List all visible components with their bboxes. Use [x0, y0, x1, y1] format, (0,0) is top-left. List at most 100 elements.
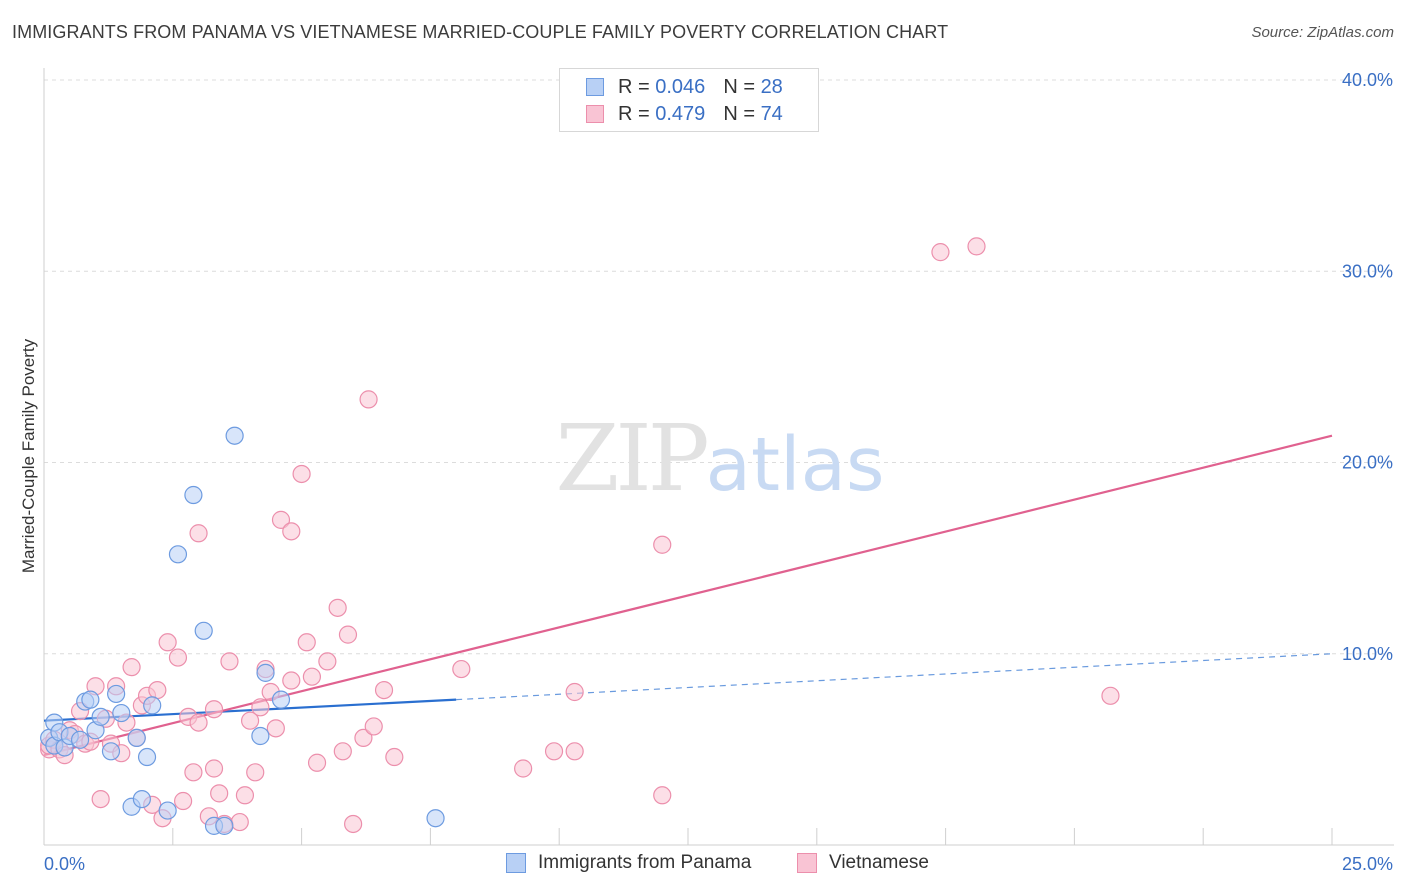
y-tick-label: 30.0%	[1342, 261, 1393, 281]
legend-row-vietnamese: R = 0.479 N = 74	[586, 102, 783, 126]
r-label: R =	[618, 102, 650, 125]
panama-point	[127, 728, 146, 748]
panama-point	[81, 690, 100, 709]
panama-point	[194, 621, 213, 640]
legend-row-panama: R = 0.046 N = 28	[586, 75, 783, 99]
vietnamese-point	[967, 237, 986, 256]
vietnamese-point	[653, 786, 672, 805]
legend-item-panama: Immigrants from Panama	[506, 852, 751, 874]
vietnamese-point	[297, 633, 316, 652]
panama-point	[91, 707, 110, 726]
vietnamese-point	[328, 598, 347, 617]
vietnamese-point	[210, 784, 229, 803]
vietnamese-point	[251, 698, 270, 717]
vietnamese-point	[354, 728, 373, 748]
panama-point	[158, 801, 177, 820]
vietnamese-point	[565, 742, 584, 761]
chart-title: IMMIGRANTS FROM PANAMA VS VIETNAMESE MAR…	[12, 22, 949, 42]
y-axis-label: Married-Couple Family Poverty	[19, 338, 38, 573]
panama-point	[426, 809, 445, 828]
panama-point	[168, 545, 188, 564]
panama-n-value: 28	[760, 75, 783, 98]
vietnamese-point	[333, 742, 352, 761]
panama-point	[70, 730, 90, 749]
vietnamese-point	[230, 812, 249, 832]
vietnamese-point	[266, 719, 285, 738]
panama-point	[215, 816, 234, 835]
axes	[43, 68, 1394, 846]
correlation-legend: R = 0.046 N = 28 R = 0.479 N = 74	[559, 68, 819, 132]
panama-point	[225, 426, 244, 445]
vietnamese-point	[189, 524, 208, 543]
vietnamese-point	[565, 682, 584, 702]
r-label: R =	[618, 75, 650, 98]
vietnamese-point	[240, 711, 260, 730]
vietnamese-swatch	[586, 105, 604, 123]
panama-point	[143, 696, 162, 715]
vietnamese-point	[544, 742, 564, 761]
legend-item-vietnamese: Vietnamese	[797, 852, 929, 874]
vietnamese-point	[292, 464, 311, 484]
vietnamese-point	[514, 759, 533, 778]
watermark: ZIPatlas	[556, 405, 885, 512]
vietnamese-point	[931, 243, 950, 262]
vietnamese-n-value: 74	[760, 102, 783, 125]
vietnamese-point	[204, 700, 224, 719]
panama-point	[107, 684, 126, 704]
panama-swatch	[586, 78, 604, 96]
vietnamese-point	[364, 717, 383, 736]
panama-point	[137, 747, 157, 767]
vietnamese-legend-swatch	[797, 853, 817, 873]
vietnamese-point	[344, 814, 363, 834]
panama-point	[251, 726, 270, 746]
y-tick-label: 20.0%	[1342, 453, 1393, 473]
vietnamese-point	[282, 671, 301, 690]
n-label: N =	[723, 102, 755, 125]
panama-point	[271, 690, 291, 709]
panama-point	[132, 789, 151, 809]
vietnamese-point	[174, 791, 193, 811]
panama-point	[256, 663, 275, 682]
gridlines	[44, 79, 1394, 655]
vietnamese-point	[318, 652, 337, 671]
chart-source: Source: ZipAtlas.com	[1251, 24, 1394, 41]
vietnamese-point	[168, 648, 188, 667]
vietnamese-point	[359, 390, 378, 409]
n-label: N =	[723, 75, 755, 98]
panama-r-value: 0.046	[655, 75, 706, 98]
vietnamese-point	[452, 659, 471, 679]
vietnamese-point	[122, 658, 141, 677]
vietnamese-point	[91, 789, 110, 809]
tick-labels: 10.0% 20.0% 30.0% 40.0% 0.0% 25.0%	[44, 70, 1393, 874]
vietnamese-point	[302, 667, 322, 686]
vietnamese-point	[189, 713, 208, 732]
vietnamese-point	[653, 535, 672, 554]
panama-legend-swatch	[506, 853, 526, 873]
vietnamese-point	[220, 652, 239, 671]
vietnamese-point	[282, 522, 301, 541]
vietnamese-point	[374, 680, 394, 700]
vietnamese-point	[204, 759, 224, 778]
points	[40, 237, 1120, 835]
vietnamese-r-value: 0.479	[655, 102, 706, 125]
y-tick-label: 10.0%	[1342, 644, 1393, 664]
panama-point	[184, 485, 203, 505]
vietnamese-point	[184, 763, 203, 782]
panama-point	[101, 742, 121, 761]
x-tick-label: 25.0%	[1342, 854, 1393, 874]
y-tick-label: 40.0%	[1342, 70, 1393, 90]
vietnamese-point	[235, 786, 255, 805]
vietnamese-point	[148, 680, 167, 700]
vietnamese-point	[338, 625, 358, 644]
vietnamese-point	[271, 510, 291, 529]
vietnamese-point	[307, 753, 327, 772]
vietnamese-point	[246, 763, 265, 782]
vietnamese-point	[385, 747, 404, 767]
x-tick-label: 0.0%	[44, 854, 85, 874]
vietnamese-point	[1101, 686, 1120, 705]
vietnamese-legend-label: Vietnamese	[829, 852, 929, 873]
vietnamese-point	[158, 633, 177, 652]
panama-trend-extension	[456, 653, 1333, 701]
panama-point	[112, 703, 131, 723]
